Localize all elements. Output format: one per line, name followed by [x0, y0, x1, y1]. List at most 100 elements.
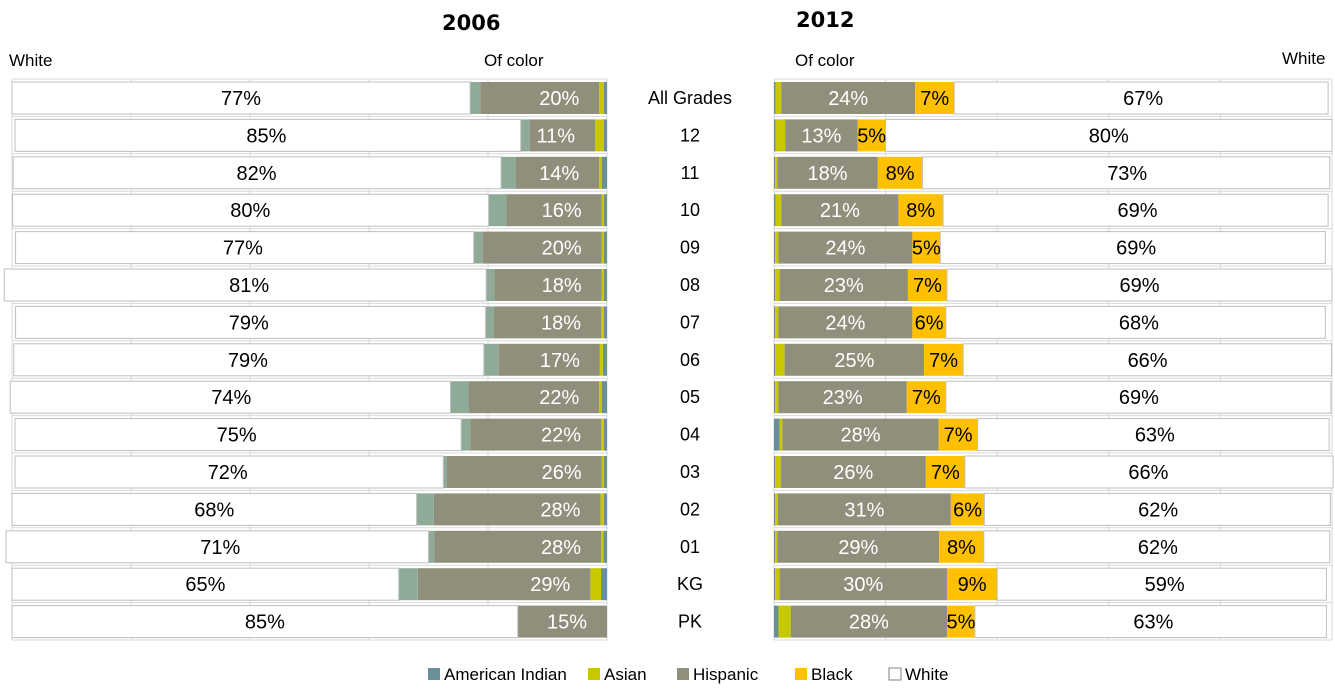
bar-2012-asian — [775, 156, 778, 189]
value-labels: 20% 77% 24% 7% 67% 11% 85% 13% 5% 80% 14% 82% 18% 8% 7… — [185, 88, 1184, 634]
bar-2006-asian — [601, 418, 605, 451]
bar-2012-american-indian — [774, 418, 780, 451]
bar-2012-white — [974, 605, 1327, 639]
bar-2012-white — [996, 567, 1327, 601]
bar-2006-asian — [599, 82, 605, 114]
data-label-2012-black: 7% — [929, 350, 958, 372]
bar-2012-black — [857, 119, 886, 152]
category-label: 12 — [680, 125, 700, 145]
bar-2012-black — [939, 530, 984, 563]
data-label-2012-black: 7% — [920, 88, 949, 110]
category-label: 06 — [680, 350, 700, 370]
data-label-2012-hispanic: 29% — [838, 537, 878, 559]
of-color-header-left: Of color — [484, 51, 544, 70]
bar-2006-other — [450, 381, 469, 414]
bar-2012-asian — [775, 343, 785, 376]
bar-2006-american-indian — [603, 530, 607, 563]
bar-2006-american-indian — [604, 82, 607, 114]
category-label: 01 — [680, 537, 700, 557]
data-label-2006-hispanic: 18% — [541, 312, 581, 334]
bar-2012-white — [953, 81, 1329, 115]
bar-2012-white — [983, 492, 1331, 526]
bar-2006-american-indian — [604, 418, 607, 451]
bar-2012-american-indian — [774, 568, 776, 601]
data-label-2012-white: 68% — [1119, 312, 1159, 334]
bar-2012-american-indian — [774, 493, 776, 526]
bar-2012-asian — [778, 605, 791, 638]
data-label-2012-white: 62% — [1138, 537, 1178, 559]
bars-2012 — [774, 81, 1334, 639]
bar-2012-black — [898, 194, 944, 227]
bar-2006-hispanic — [480, 82, 600, 114]
bar-2006-hispanic — [506, 194, 602, 227]
legend-swatch-asian — [588, 668, 600, 680]
bar-2006-asian — [601, 269, 605, 301]
data-label-2012-black: 9% — [958, 574, 987, 596]
data-label-2006-white: 68% — [194, 499, 234, 521]
bar-2006-hispanic — [529, 119, 596, 152]
year-2012-title: 2012 — [796, 8, 854, 32]
bar-2012-hispanic — [790, 605, 947, 638]
bar-2006-white — [3, 268, 487, 302]
data-label-2012-black: 5% — [857, 125, 886, 147]
bar-2006-white — [15, 231, 475, 265]
legend-label-american-indian: American Indian — [444, 665, 567, 684]
data-label-2006-hispanic: 15% — [547, 612, 587, 634]
grade-labels: All Grades 12 11 10 09 08 07 06 05 04 03 02 01 KG PK — [648, 88, 732, 632]
data-label-2012-hispanic: 25% — [834, 350, 874, 372]
bar-2006-american-indian — [601, 156, 607, 189]
data-label-2012-black: 6% — [915, 312, 944, 334]
data-label-2012-white: 69% — [1116, 238, 1156, 260]
bar-2012-hispanic — [779, 568, 947, 601]
data-label-2012-hispanic: 18% — [808, 163, 848, 185]
bar-2006-hispanic — [493, 306, 602, 339]
bar-2012-hispanic — [782, 418, 939, 451]
category-label: 08 — [680, 275, 700, 295]
category-label: KG — [677, 574, 703, 594]
bar-2006-asian — [601, 231, 605, 264]
bar-2006-white — [14, 118, 522, 152]
bar-2006-american-indian — [601, 381, 607, 414]
data-label-2006-hispanic: 11% — [537, 125, 576, 147]
bar-2012-hispanic — [785, 119, 858, 152]
bar-2006-asian — [599, 381, 602, 414]
bar-2006-asian — [601, 306, 605, 339]
legend-label-asian: Asian — [604, 665, 647, 684]
bar-2006-asian — [601, 530, 604, 563]
legend-swatch-american-indian — [428, 668, 440, 680]
data-label-2012-black: 8% — [947, 537, 976, 559]
data-label-2006-white: 82% — [237, 163, 277, 185]
bar-2006-asian — [590, 568, 602, 601]
bar-2012-black — [924, 343, 964, 376]
data-label-2006-white: 77% — [221, 88, 261, 110]
data-label-2012-hispanic: 30% — [843, 574, 883, 596]
data-label-2006-white: 79% — [228, 350, 268, 372]
bar-2006-other — [398, 568, 418, 601]
legend-swatch-black — [795, 668, 807, 680]
data-label-2006-white: 85% — [246, 125, 286, 147]
bar-2006-hispanic — [468, 381, 600, 414]
data-label-2006-white: 74% — [211, 387, 251, 409]
bar-2006-hispanic — [446, 456, 602, 488]
bar-2012-hispanic — [780, 456, 926, 488]
data-label-2006-white: 77% — [223, 238, 263, 260]
data-label-2012-hispanic: 28% — [849, 612, 889, 634]
data-label-2012-white: 73% — [1107, 163, 1147, 185]
data-label-2012-black: 8% — [886, 163, 915, 185]
bar-2012-black — [946, 568, 998, 601]
bar-2006-other — [488, 194, 507, 227]
bar-2006-american-indian — [604, 194, 607, 227]
bar-2012-asian — [775, 194, 782, 227]
data-label-2012-hispanic: 24% — [825, 312, 865, 334]
bar-2006-hispanic — [515, 156, 600, 189]
bar-2012-black — [912, 306, 946, 339]
bar-2006-white — [12, 193, 490, 227]
bar-2012-american-indian — [774, 231, 776, 264]
bar-2012-asian — [775, 231, 779, 264]
data-label-2006-hispanic: 22% — [541, 425, 581, 447]
data-label-2012-white: 80% — [1089, 125, 1129, 147]
data-label-2012-black: 5% — [912, 238, 941, 260]
data-label-2012-white: 69% — [1119, 275, 1159, 297]
data-label-2006-hispanic: 26% — [542, 462, 582, 484]
bar-2012-white — [983, 530, 1331, 564]
